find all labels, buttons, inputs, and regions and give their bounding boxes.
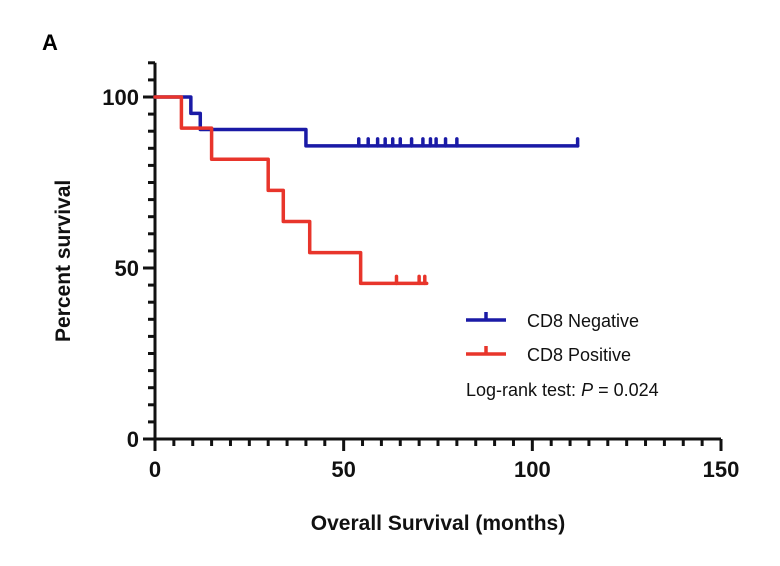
legend-item-cd8-negative: CD8 Negative	[466, 311, 639, 331]
x-axis-title: Overall Survival (months)	[311, 512, 565, 535]
log-rank-annotation: Log-rank test: P = 0.024	[466, 380, 659, 400]
survival-line-cd8-positive	[153, 95, 429, 286]
legend-label-cd8-positive: CD8 Positive	[527, 345, 631, 365]
axes: 0 50 100 0 50 100 150	[102, 61, 740, 482]
x-tick-label: 150	[703, 457, 740, 482]
annotation-value: = 0.024	[593, 380, 659, 400]
x-tick-label: 100	[514, 457, 551, 482]
survival-curves	[153, 95, 580, 286]
series-cd8-positive	[153, 95, 429, 286]
series-cd8-negative	[153, 95, 580, 148]
annotation-p: P	[581, 380, 593, 400]
survival-line-cd8-negative	[153, 95, 580, 148]
legend-item-cd8-positive: CD8 Positive	[466, 345, 631, 365]
x-tick-label: 0	[149, 457, 161, 482]
y-tick-label: 0	[127, 427, 139, 452]
legend-label-cd8-negative: CD8 Negative	[527, 311, 639, 331]
legend: CD8 Negative CD8 Positive Log-rank test:…	[466, 311, 659, 400]
y-tick-label: 100	[102, 85, 139, 110]
y-tick-label: 50	[115, 256, 139, 281]
y-axis-title: Percent survival	[52, 180, 75, 342]
x-tick-label: 50	[331, 457, 355, 482]
panel-label: A	[42, 30, 58, 55]
annotation-prefix: Log-rank test:	[466, 380, 581, 400]
